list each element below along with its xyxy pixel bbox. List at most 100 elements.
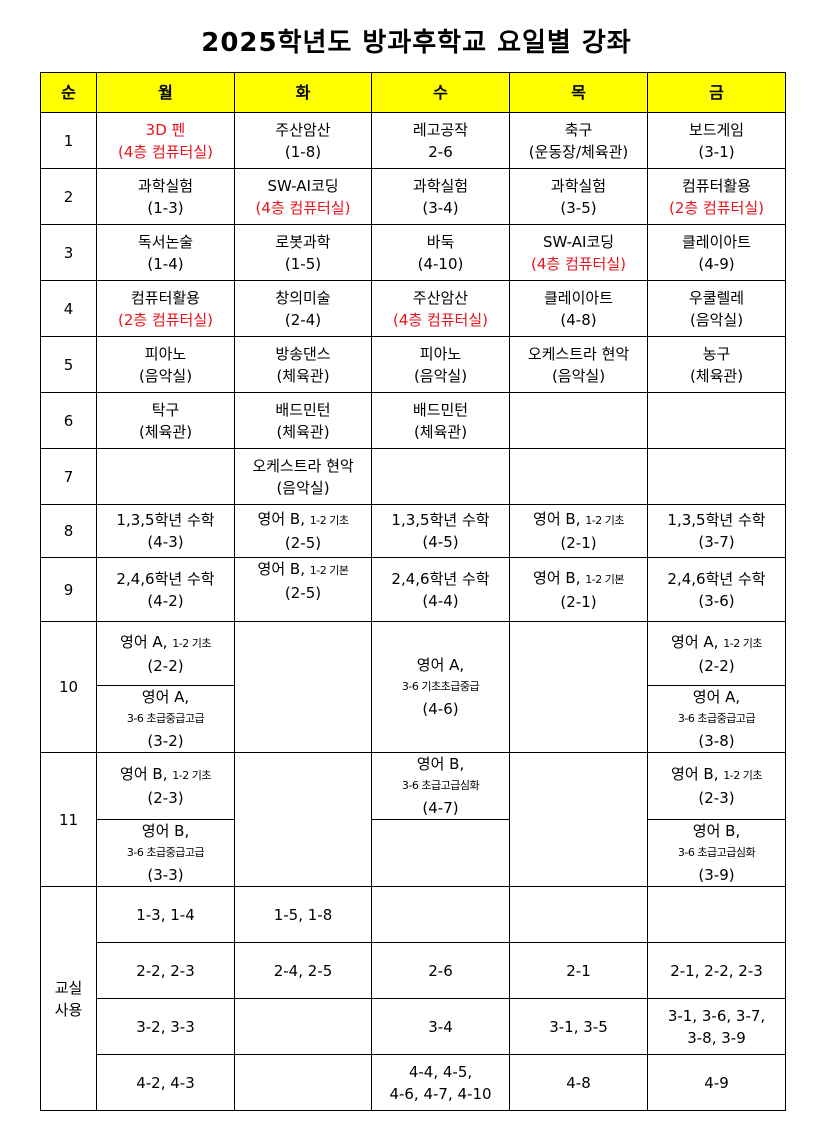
course-room: (2-5) [284, 534, 322, 552]
course-level: 1-2 기본 [309, 564, 349, 577]
course-cell: 축구 (운동장/체육관) [509, 112, 648, 169]
room-list: 3-1, 3-5 [509, 998, 648, 1055]
room-list: 3-1, 3-6, 3-7, 3-8, 3-9 [647, 998, 786, 1055]
course-name: 컴퓨터활용 [130, 288, 200, 307]
course-name: 2,4,6학년 수학 [116, 569, 215, 588]
course-name: 컴퓨터활용 [681, 176, 751, 195]
course-level: 3-6 기초초급중급 [401, 680, 480, 693]
course-cell: 1,3,5학년 수학 (3-7) [647, 504, 786, 558]
course-cell: 과학실험 (3-4) [371, 168, 510, 225]
table-row: 5 피아노 (음악실) 방송댄스 (체육관) 피아노 (음악실) 오케스트라 현악 (음… [40, 336, 786, 393]
course-room: (4-10) [417, 254, 464, 273]
course-cell: 1,3,5학년 수학 (4-5) [371, 504, 510, 558]
table-row: 2 과학실험 (1-3) SW-AI코딩 (4층 컴퓨터실) 과학실험 (3-4) 과… [40, 168, 786, 225]
course-name: 1,3,5학년 수학 [667, 511, 766, 529]
course-name: 방송댄스 [275, 344, 331, 363]
course-cell: 배드민턴 (체육관) [234, 392, 372, 449]
course-room: (2-4) [284, 310, 322, 329]
course-cell: SW-AI코딩 (4층 컴퓨터실) [234, 168, 372, 225]
course-name: 영어 B, [692, 822, 741, 840]
course-cell: 오케스트라 현악 (음악실) [234, 448, 372, 505]
course-name: 3D 펜 [145, 120, 186, 139]
table-row: 8 1,3,5학년 수학 (4-3) 영어 B, 1-2 기초 (2-5) 1,3,… [40, 504, 786, 558]
course-cell: 로봇과학 (1-5) [234, 224, 372, 281]
course-cell: 3D 펜 (4층 컴퓨터실) [96, 112, 235, 169]
course-cell: 영어 B, 1-2 기초 (2-5) [234, 504, 372, 558]
course-name: 영어 B, [141, 822, 190, 840]
course-room: (운동장/체육관) [528, 142, 629, 161]
course-name: SW-AI코딩 [542, 232, 615, 251]
course-room: (체육관) [689, 366, 744, 385]
course-level: 1-2 기초 [723, 636, 762, 650]
header-fri: 금 [647, 72, 786, 113]
course-level: 1-2 기초 [585, 514, 624, 527]
empty-cell [509, 621, 648, 753]
course-room: (2-3) [147, 789, 184, 807]
header-tue: 화 [234, 72, 372, 113]
course-name: 영어 B, [671, 765, 719, 783]
course-cell: 영어 B, 3-6 초급고급심화 (4-7) [371, 752, 510, 820]
course-room: (음악실) [276, 478, 330, 497]
course-room: (4-9) [698, 254, 735, 273]
course-room: (2층 컴퓨터실) [668, 198, 765, 217]
table-row: 3 독서논술 (1-4) 로봇과학 (1-5) 바둑 (4-10) SW-AI코딩 (4… [40, 224, 786, 281]
course-name: 탁구 [151, 400, 180, 419]
room-usage-row: 4-2, 4-3 4-4, 4-5, 4-6, 4-7, 4-10 4-8 4-9 [41, 1054, 786, 1111]
course-cell: 영어 B, 1-2 기초 (2-3) [96, 752, 235, 820]
room-list: 3-2, 3-3 [96, 998, 235, 1055]
row-number: 11 [40, 752, 97, 887]
course-name: 영어 A, [120, 632, 168, 651]
course-room: (체육관) [138, 422, 193, 441]
row-number: 6 [40, 392, 97, 449]
room-list: 2-1 [509, 942, 648, 999]
row-number: 2 [40, 168, 97, 225]
course-name: 과학실험 [550, 176, 607, 195]
course-name: 2,4,6학년 수학 [667, 569, 766, 588]
course-room: (체육관) [413, 422, 468, 441]
table-row: 1 3D 펜 (4층 컴퓨터실) 주산암산 (1-8) 레고공작 2-6 축구 (운동장… [40, 112, 786, 169]
table-row: 6 탁구 (체육관) 배드민턴 (체육관) 배드민턴 (체육관) [40, 392, 786, 449]
room-usage-row: 2-2, 2-3 2-4, 2-5 2-6 2-1 2-1, 2-2, 2-3 [41, 942, 786, 999]
course-room: (4-2) [147, 591, 184, 610]
row-number: 5 [40, 336, 97, 393]
course-room: (체육관) [276, 422, 330, 441]
empty-cell [234, 998, 372, 1055]
room-list: 1-5, 1-8 [234, 886, 372, 943]
course-room: (4-4) [422, 591, 459, 610]
course-level: 1-2 기초 [309, 514, 349, 527]
course-name: 과학실험 [412, 176, 469, 195]
course-room: (4층 컴퓨터실) [255, 198, 351, 217]
empty-cell [647, 392, 786, 449]
course-level: 3-6 초급중급고급 [677, 712, 756, 725]
course-cell: 독서논술 (1-4) [96, 224, 235, 281]
course-cell: 영어 A, 1-2 기초 (2-2) [647, 621, 786, 686]
table-row: 영어 B, 3-6 초급중급고급 (3-3) 영어 B, 3-6 초급고급심화 (3-9… [41, 819, 786, 887]
course-level: 3-6 초급중급고급 [126, 846, 205, 859]
course-room: 2-6 [428, 142, 453, 161]
empty-cell [371, 448, 510, 505]
course-room: (음악실) [689, 310, 744, 329]
course-cell: 영어 B, 1-2 기본 (2-1) [509, 557, 648, 622]
course-name: 독서논술 [137, 232, 194, 251]
course-cell: 영어 A, 3-6 초급중급고급 (3-2) [96, 685, 235, 753]
course-room: (음악실) [413, 366, 468, 385]
row-number: 8 [40, 504, 97, 558]
course-room: (3-3) [147, 866, 184, 884]
header-row: 순 월 화 수 목 금 [40, 72, 786, 113]
course-cell: 방송댄스 (체육관) [234, 336, 372, 393]
course-cell: 2,4,6학년 수학 (4-2) [96, 557, 235, 622]
course-cell: 주산암산 (1-8) [234, 112, 372, 169]
course-name: 우쿨렐레 [688, 288, 745, 307]
course-level: 3-6 초급고급심화 [401, 779, 480, 792]
course-name: 영어 A, [141, 688, 190, 706]
room-list: 2-2, 2-3 [96, 942, 235, 999]
course-room: (4층 컴퓨터실) [117, 142, 214, 161]
header-thu: 목 [509, 72, 648, 113]
course-name: 창의미술 [275, 288, 331, 307]
course-cell: 1,3,5학년 수학 (4-3) [96, 504, 235, 558]
course-name: 주산암산 [275, 120, 331, 139]
course-level: 1-2 기본 [585, 572, 624, 586]
empty-cell [371, 819, 510, 887]
course-cell: 클레이아트 (4-8) [509, 280, 648, 337]
room-usage-row: 3-2, 3-3 3-4 3-1, 3-5 3-1, 3-6, 3-7, 3-8,… [41, 998, 786, 1055]
